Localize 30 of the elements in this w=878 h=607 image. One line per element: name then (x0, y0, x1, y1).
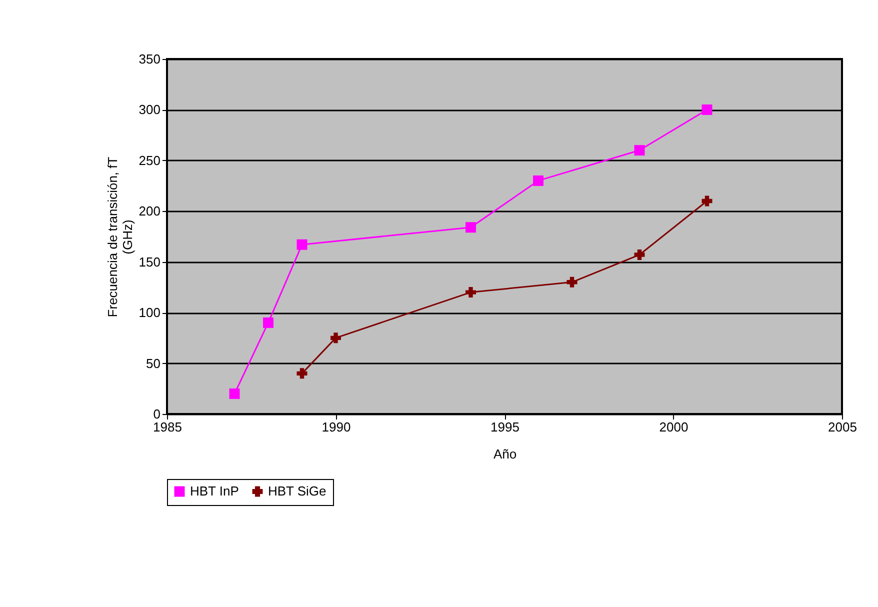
point (263, 317, 274, 328)
y-tick-label: 350 (138, 52, 160, 66)
y-tick-label: 150 (138, 254, 160, 270)
point (296, 239, 308, 250)
legend-label: HBT SiGe (268, 484, 326, 499)
y-tick-label: 200 (138, 204, 160, 219)
point (702, 196, 712, 206)
y-tick-label: 300 (138, 102, 160, 118)
x-tick-label: 2005 (828, 420, 857, 434)
point (702, 104, 712, 115)
y-tick-label: 250 (138, 152, 160, 168)
x-tick-label: 1990 (322, 420, 351, 434)
point (566, 276, 578, 288)
point (296, 368, 308, 379)
point (330, 332, 341, 344)
x-tick-label: 1985 (153, 420, 182, 434)
y-tick-label: 0 (153, 406, 160, 422)
y-tick-label: 100 (138, 305, 160, 320)
point (466, 222, 476, 233)
legend-label: HBT InP (190, 484, 239, 499)
point (634, 250, 645, 260)
point (466, 287, 476, 298)
y-tick-label: 50 (146, 356, 160, 371)
x-axis-title: Año (493, 446, 517, 462)
y-axis-title: Frecuencia de transición, fT (GHz) (104, 156, 135, 318)
point (533, 175, 544, 186)
point (634, 145, 645, 156)
x-tick-label: 2000 (659, 420, 688, 434)
point (229, 388, 240, 399)
x-tick-label: 1995 (490, 420, 520, 434)
